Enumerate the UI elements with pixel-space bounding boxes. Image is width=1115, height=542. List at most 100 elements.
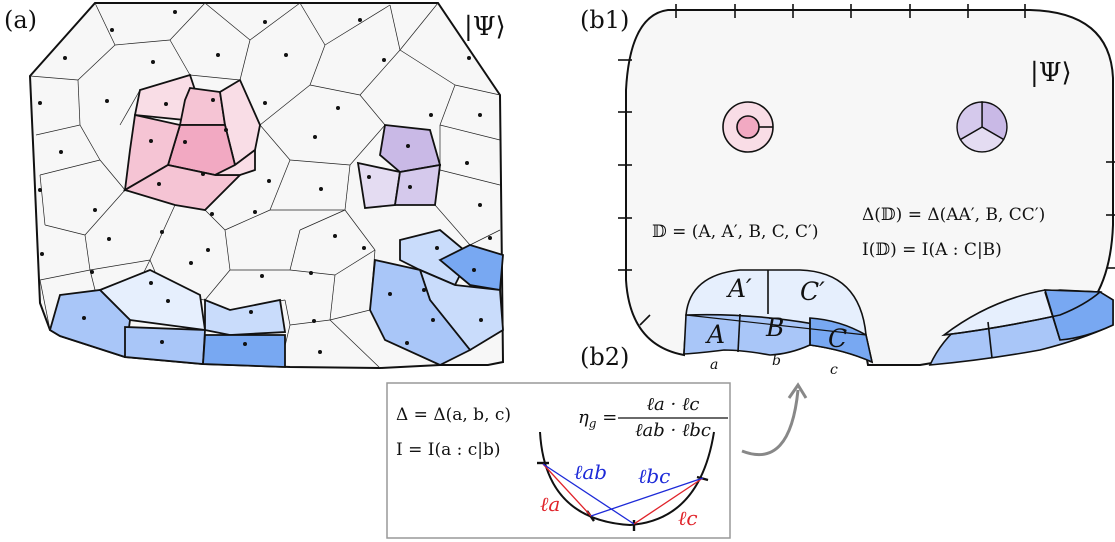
cell-edge (84, 189, 126, 236)
panel-label-b2: (b2) (580, 343, 630, 371)
cell-site-dot (408, 185, 412, 189)
cell-site-dot (429, 113, 433, 117)
boundary-label-b: b (772, 353, 781, 369)
cell-edge (334, 249, 376, 276)
cell-site-dot (164, 102, 168, 106)
cell-site-dot (160, 340, 164, 344)
red-chords (542, 463, 704, 525)
cell-site-dot (431, 318, 435, 322)
cell-edge (439, 169, 501, 186)
highlighted-cell (393, 163, 442, 206)
cell-edge (99, 159, 126, 191)
cell-edge (399, 49, 456, 86)
cell-edge (284, 299, 291, 326)
cell-site-dot (189, 261, 193, 265)
chord-label-a: ℓa (540, 492, 561, 516)
cell-site-dot (472, 268, 476, 272)
cell-site-dot (336, 106, 340, 110)
eta-label: ηg = (578, 407, 618, 431)
cell-edge (329, 274, 336, 321)
cell-site-dot (38, 188, 42, 192)
region-label-c: C (828, 324, 848, 353)
cell-edge (329, 309, 371, 321)
cell-edge (114, 39, 171, 46)
cell-site-dot (107, 237, 111, 241)
cell-edge (309, 84, 361, 96)
eta-numerator: ℓa · ℓc (646, 394, 700, 415)
state-label-b1: |Ψ⟩ (1030, 58, 1072, 88)
cell-edge (359, 94, 386, 126)
chord-label-c: ℓc (678, 506, 698, 530)
cell-site-dot (309, 271, 313, 275)
panel-label-a: (a) (4, 6, 38, 34)
highlighted-cell (369, 258, 472, 366)
eta-subscript: g (588, 416, 597, 431)
cell-edge (169, 2, 206, 41)
cell-site-dot (82, 316, 86, 320)
eta-denominator: ℓab · ℓbc (634, 420, 712, 441)
cell-site-dot (243, 342, 247, 346)
cell-site-dot (210, 212, 214, 216)
cell-site-dot (467, 56, 471, 60)
cell-edge (39, 279, 51, 331)
cell-edge (289, 319, 331, 326)
cell-edge (259, 124, 291, 161)
cell-site-dot (367, 175, 371, 179)
i-d-definition: I(𝔻) = I(A : C|B) (862, 240, 1002, 260)
cell-edge (439, 124, 501, 141)
cell-site-dot (160, 230, 164, 234)
cell-site-dot (93, 208, 97, 212)
highlighted-cells (48, 73, 504, 368)
cell-edge (204, 269, 231, 301)
cell-site-dot (253, 210, 257, 214)
voronoi-panel (28, 1, 505, 370)
cell-edge (79, 124, 101, 161)
inset-box (386, 382, 731, 539)
cell-site-dot (406, 144, 410, 148)
cell-edge (454, 84, 501, 96)
cell-site-dot (465, 161, 469, 165)
cell-edge (289, 159, 351, 166)
cell-site-dot (173, 10, 177, 14)
delta-equation: Δ = Δ(a, b, c) (396, 405, 512, 425)
blue-chords (542, 463, 704, 525)
cell-site-dot (151, 60, 155, 64)
cell-edge (289, 229, 301, 271)
cell-edge (224, 209, 271, 231)
cell-site-dot (405, 341, 409, 345)
delta-d-definition: Δ(𝔻) = Δ(AA′, B, CC′) (862, 205, 1046, 225)
cell-site-dot (263, 20, 267, 24)
region-label-b: B (766, 313, 785, 342)
cell-site-dot (90, 270, 94, 274)
cell-site-dot (216, 53, 220, 57)
cell-edge (44, 224, 86, 236)
cell-edge (204, 209, 226, 231)
cell-edge (94, 2, 116, 46)
cell-site-dot (206, 248, 210, 252)
cell-site-dot (38, 101, 42, 105)
boundary-tick (639, 314, 651, 326)
highlighted-cell (178, 87, 227, 126)
pink-annulus-region (722, 101, 774, 153)
cell-edge (204, 2, 251, 41)
state-label-a: |Ψ⟩ (464, 12, 506, 42)
cell-site-dot (312, 319, 316, 323)
d-definition: 𝔻 = (A, A′, B, C, C′) (652, 222, 819, 242)
cell-site-dot (478, 113, 482, 117)
cell-edge (249, 2, 301, 41)
cell-edge (29, 75, 79, 81)
cell-edge (309, 44, 326, 86)
cell-site-dot (263, 101, 267, 105)
cell-edge (269, 159, 291, 211)
i-equation: I = I(a : c|b) (396, 440, 501, 460)
boundary-label-a: a (710, 357, 719, 373)
cell-edge (39, 174, 46, 226)
cell-site-dot (249, 310, 253, 314)
highlighted-cell (438, 244, 504, 292)
cell-edge (329, 319, 381, 369)
cell-sites (38, 10, 492, 354)
cell-site-dot (149, 281, 153, 285)
eta-symbol: η (578, 407, 589, 428)
cell-site-dot (260, 274, 264, 278)
